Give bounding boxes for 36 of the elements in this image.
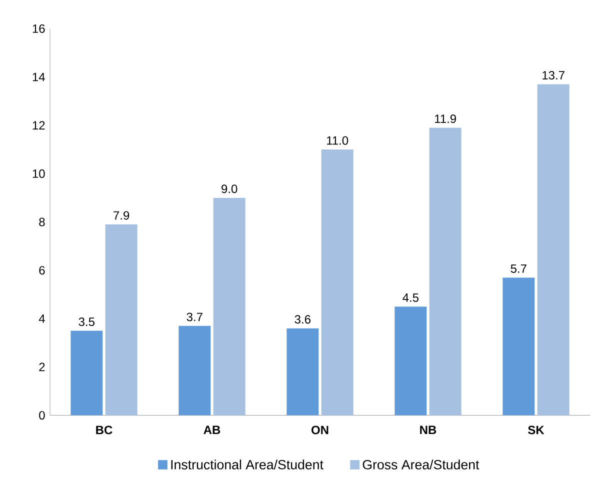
bar	[213, 198, 246, 416]
y-tick-label: 14	[32, 72, 45, 82]
data-label: 13.7	[542, 71, 564, 80]
bar	[105, 224, 138, 416]
y-tick-label: 16	[32, 24, 45, 33]
x-tick-label: NB	[420, 426, 436, 434]
x-tick-label: BC	[96, 426, 112, 434]
y-tick-label: 4	[38, 314, 45, 323]
y-tick-label: 6	[39, 266, 45, 275]
data-label: 3.5	[78, 318, 95, 326]
bar	[429, 128, 462, 416]
data-label: 9.0	[222, 184, 238, 194]
x-tick-label: ON	[312, 426, 328, 434]
bar	[537, 84, 570, 416]
legend-label: Instructional Area/Student	[171, 460, 324, 470]
y-tick-label: 2	[39, 362, 45, 372]
bar	[321, 149, 354, 416]
y-tick-label: 10	[32, 169, 45, 178]
data-label: 11.9	[435, 114, 456, 124]
data-label: 11.0	[327, 136, 348, 145]
bar	[70, 330, 103, 416]
legend-label: Gross Area/Student	[362, 460, 480, 470]
y-tick-label: 8	[39, 218, 45, 226]
data-label: 3.6	[294, 315, 310, 324]
data-label: 7.9	[114, 211, 130, 220]
x-tick-label: AB	[204, 426, 220, 434]
x-tick-label: SK	[528, 426, 544, 434]
bar	[286, 328, 319, 416]
bar	[502, 278, 535, 416]
bar	[394, 306, 427, 416]
y-tick-label: 12	[32, 121, 45, 130]
bar	[178, 326, 211, 416]
data-label: 3.7	[186, 312, 202, 322]
data-label: 5.7	[510, 264, 526, 273]
y-tick-label: 0	[39, 411, 45, 420]
data-label: 4.5	[402, 293, 419, 302]
